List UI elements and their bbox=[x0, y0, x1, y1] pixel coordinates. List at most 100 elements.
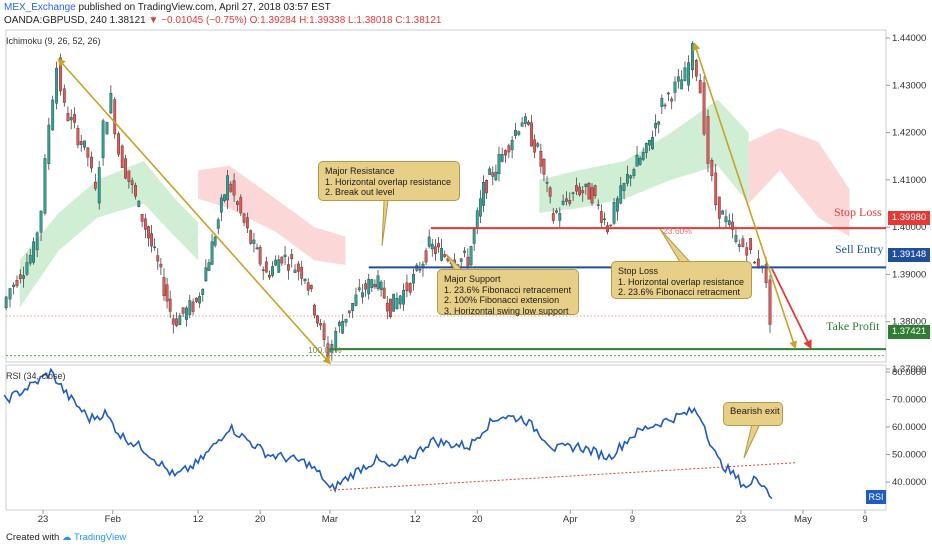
candle-body bbox=[219, 197, 223, 213]
candle-body bbox=[657, 121, 661, 125]
candle-body bbox=[347, 310, 351, 314]
candle-body bbox=[768, 279, 772, 325]
candle-body bbox=[638, 158, 642, 165]
candle-body bbox=[195, 297, 198, 302]
candle-body bbox=[430, 243, 434, 250]
candle-body bbox=[616, 198, 619, 212]
time-tick-label: 23 bbox=[38, 514, 49, 525]
candle-body bbox=[261, 269, 265, 271]
candle-body bbox=[507, 145, 511, 153]
time-tick-label: 12 bbox=[193, 514, 204, 525]
candle-body bbox=[168, 298, 172, 312]
time-tick-label: Mar bbox=[322, 514, 338, 525]
take-profit-label: Take Profit bbox=[826, 319, 880, 333]
candle-body bbox=[593, 185, 597, 197]
candle-body bbox=[676, 76, 680, 82]
candle-body bbox=[727, 220, 731, 225]
rsi-legend[interactable]: RSI (34, close) bbox=[6, 371, 66, 381]
down-arrow-icon: ▼ bbox=[148, 15, 159, 26]
candle-body bbox=[749, 238, 753, 251]
candle-body bbox=[536, 143, 540, 147]
candle-body bbox=[680, 79, 684, 90]
price-tick-label: 1.37000 bbox=[892, 364, 926, 375]
candle-body bbox=[408, 283, 412, 293]
candle-body bbox=[463, 250, 466, 253]
candle-body bbox=[22, 275, 26, 279]
rsi-pane bbox=[5, 364, 887, 511]
candle-body bbox=[698, 80, 702, 94]
candle-body bbox=[109, 93, 113, 114]
candle-body bbox=[97, 167, 101, 204]
candle-body bbox=[175, 318, 178, 326]
candle-body bbox=[514, 130, 517, 136]
candle-body bbox=[382, 287, 386, 299]
candle-body bbox=[277, 259, 281, 273]
candle-body bbox=[596, 204, 600, 206]
candle-body bbox=[361, 292, 364, 298]
ichimoku-legend[interactable]: Ichimoku (9, 26, 52, 26) bbox=[6, 36, 101, 46]
candle-body bbox=[392, 293, 396, 312]
candle-body bbox=[134, 185, 137, 197]
candle-body bbox=[551, 213, 555, 221]
candle-body bbox=[283, 254, 287, 257]
candle-body bbox=[517, 131, 521, 135]
candle-body bbox=[232, 180, 236, 196]
candle-body bbox=[437, 243, 440, 248]
candle-body bbox=[43, 158, 47, 214]
candle-body bbox=[635, 154, 639, 167]
rsi-trendline bbox=[329, 462, 796, 491]
trend-arrow-1 bbox=[57, 58, 331, 365]
candle-body bbox=[216, 219, 220, 229]
footer: Created with ☁ TradingView bbox=[6, 532, 126, 543]
candle-body bbox=[702, 82, 706, 135]
candle-body bbox=[32, 241, 35, 263]
candle-body bbox=[4, 296, 8, 308]
candle-body bbox=[491, 172, 495, 177]
author-link[interactable]: MEX_Exchange bbox=[4, 2, 76, 13]
candle-body bbox=[545, 182, 549, 184]
candle-body bbox=[8, 288, 12, 300]
candle-body bbox=[185, 307, 188, 320]
candle-body bbox=[527, 121, 530, 125]
candle-body bbox=[648, 139, 651, 146]
candle-body bbox=[191, 301, 195, 312]
candle-body bbox=[364, 283, 367, 290]
candle-body bbox=[274, 259, 278, 266]
candle-body bbox=[143, 218, 147, 230]
candle-body bbox=[15, 280, 19, 287]
candle-body bbox=[466, 256, 470, 268]
candle-body bbox=[153, 246, 157, 248]
candle-body bbox=[367, 279, 371, 295]
candle-body bbox=[530, 122, 533, 147]
candle-body bbox=[117, 133, 121, 155]
tradingview-brand[interactable]: TradingView bbox=[73, 532, 127, 543]
publish-text: published on TradingView.com, April 27, … bbox=[78, 2, 331, 13]
candle-body bbox=[523, 116, 527, 124]
candle-body bbox=[73, 114, 76, 123]
candle-body bbox=[734, 235, 738, 242]
candle-body bbox=[147, 226, 150, 239]
candle-body bbox=[641, 152, 645, 160]
candle-body bbox=[418, 269, 422, 271]
candle-body bbox=[201, 288, 205, 295]
candle-body bbox=[319, 323, 323, 326]
candle-body bbox=[619, 185, 623, 204]
candle-body bbox=[504, 150, 507, 156]
candle-body bbox=[35, 232, 39, 251]
candle-body bbox=[584, 183, 588, 187]
candle-body bbox=[412, 274, 415, 284]
candle-body bbox=[113, 99, 117, 135]
candle-body bbox=[424, 250, 428, 263]
candle-body bbox=[721, 210, 725, 215]
candle-body bbox=[510, 140, 514, 151]
candle-body bbox=[717, 196, 721, 219]
candle-body bbox=[405, 282, 409, 292]
forecast-arrow bbox=[771, 268, 812, 350]
candle-body bbox=[198, 295, 202, 304]
bearish-exit-note: Bearish exit bbox=[723, 402, 783, 426]
candle-body bbox=[188, 300, 192, 315]
candle-body bbox=[548, 187, 552, 197]
price-tick-label: 1.44000 bbox=[892, 33, 926, 44]
candle-body bbox=[354, 294, 358, 306]
